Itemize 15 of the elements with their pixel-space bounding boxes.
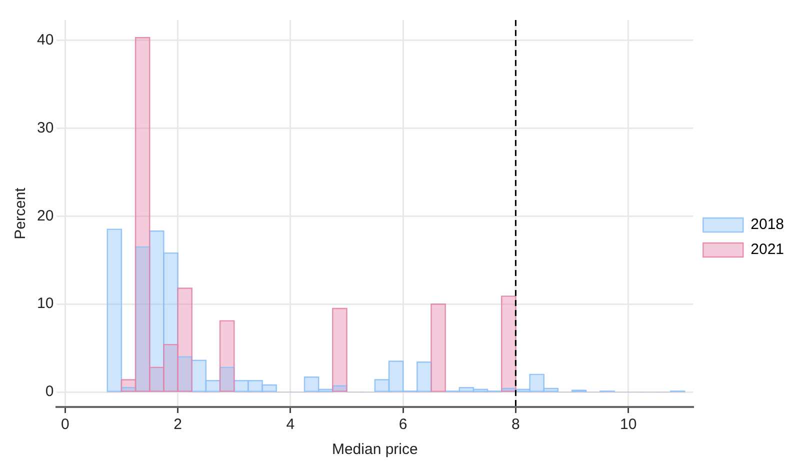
x-tick-label: 6 [398, 416, 408, 434]
y-tick-label: 30 [36, 119, 54, 136]
legend-label: 2021 [750, 241, 784, 258]
y-tick-label: 10 [36, 295, 54, 312]
x-tick-label: 10 [620, 416, 637, 434]
legend-label: 2018 [750, 216, 784, 234]
y-tick-label: 20 [36, 207, 54, 224]
x-tick-label: 2 [174, 416, 182, 434]
y-tick-label: 0 [45, 383, 54, 400]
x-tick-label: 0 [60, 416, 70, 434]
x-tick-label: 4 [286, 416, 295, 434]
y-axis-title: Percent [12, 186, 30, 240]
x-tick-label: 8 [512, 416, 520, 434]
x-axis-title: Median price [332, 441, 418, 458]
y-tick-label: 40 [36, 31, 54, 48]
